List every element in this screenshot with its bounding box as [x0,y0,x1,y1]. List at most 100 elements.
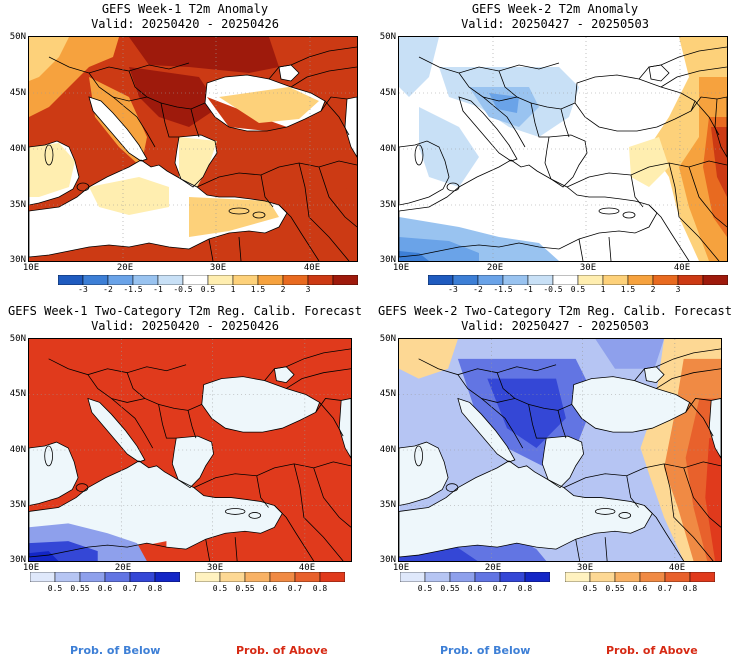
gridlines [29,339,351,561]
border-line [196,160,357,188]
border-line [290,66,357,88]
anomaly-field [189,197,279,237]
colorbar-tick-label: 0.5 [417,584,433,593]
lon-label: 30E [579,263,597,273]
border-line [457,374,524,449]
border-line [668,162,720,261]
island-cyprus [618,512,632,519]
colorbar-swatch [269,572,296,582]
coastline [88,96,148,162]
anomaly-field [711,127,727,197]
lat-label: 35N [9,200,26,210]
colorbar-tick-label: 0.6 [467,584,483,593]
colorbar-tick-label: 0.5 [570,285,586,294]
border-line [260,174,274,208]
coastline [29,441,79,506]
prob-above-colorbar [565,572,715,582]
island-sicily [446,182,460,192]
colorbar-tick-label: 1.5 [250,285,266,294]
border-line [205,539,211,561]
island-cyprus [248,512,262,519]
border-line [320,96,348,112]
panel-valid-dates: Valid: 20250420 - 20250426 [91,17,279,31]
lon-label: 30E [206,563,224,573]
colorbar-swatch [652,275,679,285]
lon-label: 20E [114,563,132,573]
probability-field [595,339,665,369]
sea-area [571,376,690,433]
panel-week2-anomaly: GEFS Week-2 T2m Anomaly Valid: 20250427 … [370,0,740,300]
sea-area [339,398,351,458]
border-line [688,166,727,228]
colorbar-tick-label: 2 [650,285,656,294]
geography-layer [399,348,721,561]
gridlines [399,339,721,561]
coastline [457,397,516,463]
border-line [557,410,567,439]
lat-label: 40N [379,445,396,455]
lat-label: 35N [379,200,396,210]
lon-label: 10E [22,563,40,573]
sea-area [274,366,295,383]
anomaly-field [29,143,75,197]
colorbar-tick-label: 0.5 [200,285,216,294]
colorbar-swatch [552,275,579,285]
anomaly-field [269,187,357,261]
colorbar-swatch [677,275,704,285]
prob-above-colorbar [195,572,345,582]
border-line [630,174,644,208]
colorbar-swatch [627,275,654,285]
colorbar-swatch [58,275,84,285]
probability-field [399,339,458,379]
border-line [208,238,214,261]
lat-label: 45N [379,88,396,98]
colorbar-swatch [577,275,604,285]
island-sardinia [44,144,54,166]
lat-label: 45N [9,389,26,399]
island-sardinia [414,144,424,166]
border-line [566,160,727,188]
colorbar-tick-label: 1.5 [620,285,636,294]
lat-label: 30N [9,255,26,265]
island-cyprus [622,211,636,219]
border-line [638,46,727,80]
coastline [399,159,658,258]
colorbar-tick-label: -1 [523,285,533,294]
island-sicily [445,483,459,493]
colorbar-swatch [428,275,454,285]
sea-area [29,442,79,506]
lon-label: 20E [484,563,502,573]
border-line [88,72,156,148]
coastline [338,398,351,459]
colorbar-swatch [157,275,184,285]
colorbar-swatch [282,275,309,285]
lat-label: 50N [379,32,396,42]
prob-below-colorbar [30,572,180,582]
lat-label: 40N [379,144,396,154]
border-line [238,236,242,261]
colorbar-swatch [319,572,345,582]
anomaly-colorbar [428,275,728,285]
coastline [171,435,214,489]
gridlines [29,37,357,261]
colorbar-tick-label: 1 [600,285,606,294]
coastline [643,366,665,384]
lon-label: 20E [116,263,134,273]
sea-area [279,65,299,81]
lon-label: 40E [668,563,686,573]
colorbar-swatch [132,275,159,285]
lat-label: 35N [9,500,26,510]
panel-week1-probability: GEFS Week-1 Two-Category T2m Reg. Calib.… [0,302,370,602]
colorbar-swatch [689,572,715,582]
map-canvas [399,37,727,261]
colorbar-tick-label: -2 [103,285,113,294]
lat-label: 30N [9,555,26,565]
coastline [648,64,670,82]
border-line [528,404,547,439]
geography-layer [29,348,351,561]
colorbar-swatch [154,572,180,582]
border-line [418,56,560,74]
border-line [418,358,557,376]
island-sicily [75,483,89,493]
prob-below-legend-label: Prob. of Below [70,644,161,657]
